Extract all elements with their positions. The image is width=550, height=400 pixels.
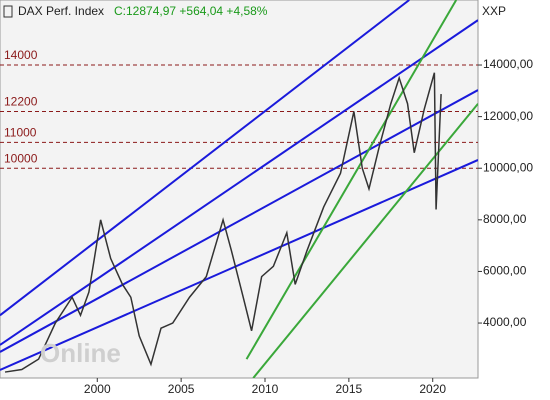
y-tick-label: 8000,00	[483, 212, 527, 226]
trend-line	[245, 0, 458, 360]
level-label: 14000	[4, 48, 38, 62]
x-tick-label: 2015	[336, 382, 363, 396]
y-tick-label: 12000,00	[483, 109, 533, 123]
icon	[3, 5, 13, 18]
y-tick-label: 14000,00	[483, 57, 533, 71]
trend-line	[0, 89, 478, 353]
x-tick-label: 2000	[84, 382, 111, 396]
x-tick-label: 2020	[419, 382, 446, 396]
trend-line	[0, 19, 478, 346]
trend-line	[0, 159, 478, 371]
axis-label: XXP	[482, 4, 506, 18]
plot-area	[0, 0, 479, 379]
level-label: 12200	[4, 95, 38, 109]
watermark: Online	[40, 338, 121, 368]
level-label: 10000	[4, 151, 38, 165]
chart-title: DAX Perf. Index	[18, 4, 104, 18]
x-tick-label: 2010	[252, 382, 279, 396]
y-tick-label: 6000,00	[483, 264, 527, 278]
y-tick-label: 4000,00	[483, 315, 527, 329]
trend-line	[0, 0, 410, 317]
price-line	[4, 72, 442, 373]
plot	[0, 0, 478, 378]
x-tick-label: 2005	[168, 382, 195, 396]
chart-subtitle: C:12874,97 +564,04 +4,58%	[114, 4, 268, 18]
y-tick-label: 10000,00	[483, 160, 533, 174]
level-label: 11000	[4, 126, 37, 140]
trend-line	[252, 103, 478, 378]
